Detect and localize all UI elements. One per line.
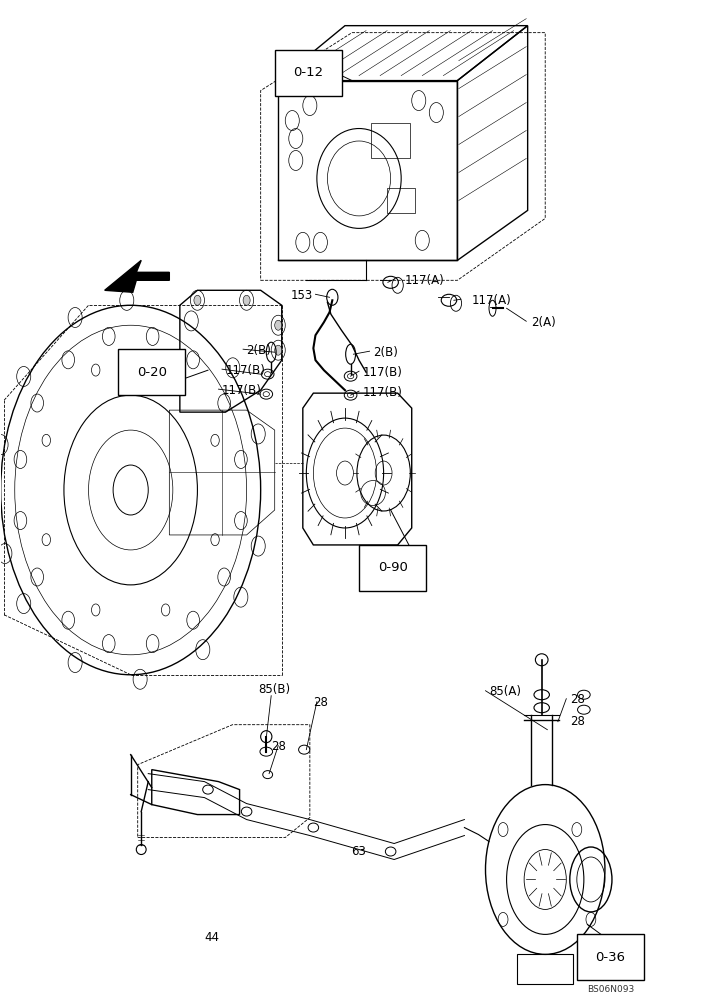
Bar [371, 123, 410, 158]
Circle shape [275, 320, 282, 330]
Text: 117(B): 117(B) [225, 364, 265, 377]
Text: 28: 28 [570, 715, 585, 728]
FancyBboxPatch shape [359, 545, 426, 591]
Text: 0-12: 0-12 [294, 66, 324, 79]
Bar [387, 188, 415, 213]
Text: 117(B): 117(B) [363, 386, 403, 399]
Circle shape [194, 295, 201, 305]
Circle shape [243, 295, 250, 305]
Text: 85(B): 85(B) [258, 683, 291, 696]
Text: 28: 28 [570, 693, 585, 706]
Text: 153: 153 [291, 289, 313, 302]
Text: 117(A): 117(A) [472, 294, 511, 307]
Text: 2(B): 2(B) [246, 344, 272, 357]
Text: 63: 63 [351, 845, 367, 858]
Text: 2(B): 2(B) [373, 346, 398, 359]
Text: 117(A): 117(A) [405, 274, 444, 287]
Text: 28: 28 [313, 696, 328, 709]
FancyBboxPatch shape [275, 50, 342, 96]
Text: 0-36: 0-36 [596, 951, 626, 964]
Text: 0-90: 0-90 [378, 561, 408, 574]
Polygon shape [105, 260, 170, 292]
Text: 117(B): 117(B) [222, 384, 262, 397]
Circle shape [275, 345, 282, 355]
Text: BS06N093: BS06N093 [587, 985, 634, 994]
Text: 2(A): 2(A) [531, 316, 556, 329]
Text: 0-20: 0-20 [137, 366, 167, 379]
Text: 28: 28 [271, 740, 286, 753]
FancyBboxPatch shape [577, 934, 644, 980]
Text: 85(A): 85(A) [489, 685, 521, 698]
Text: 117(B): 117(B) [363, 366, 403, 379]
Text: 44: 44 [204, 931, 219, 944]
FancyBboxPatch shape [118, 349, 185, 395]
